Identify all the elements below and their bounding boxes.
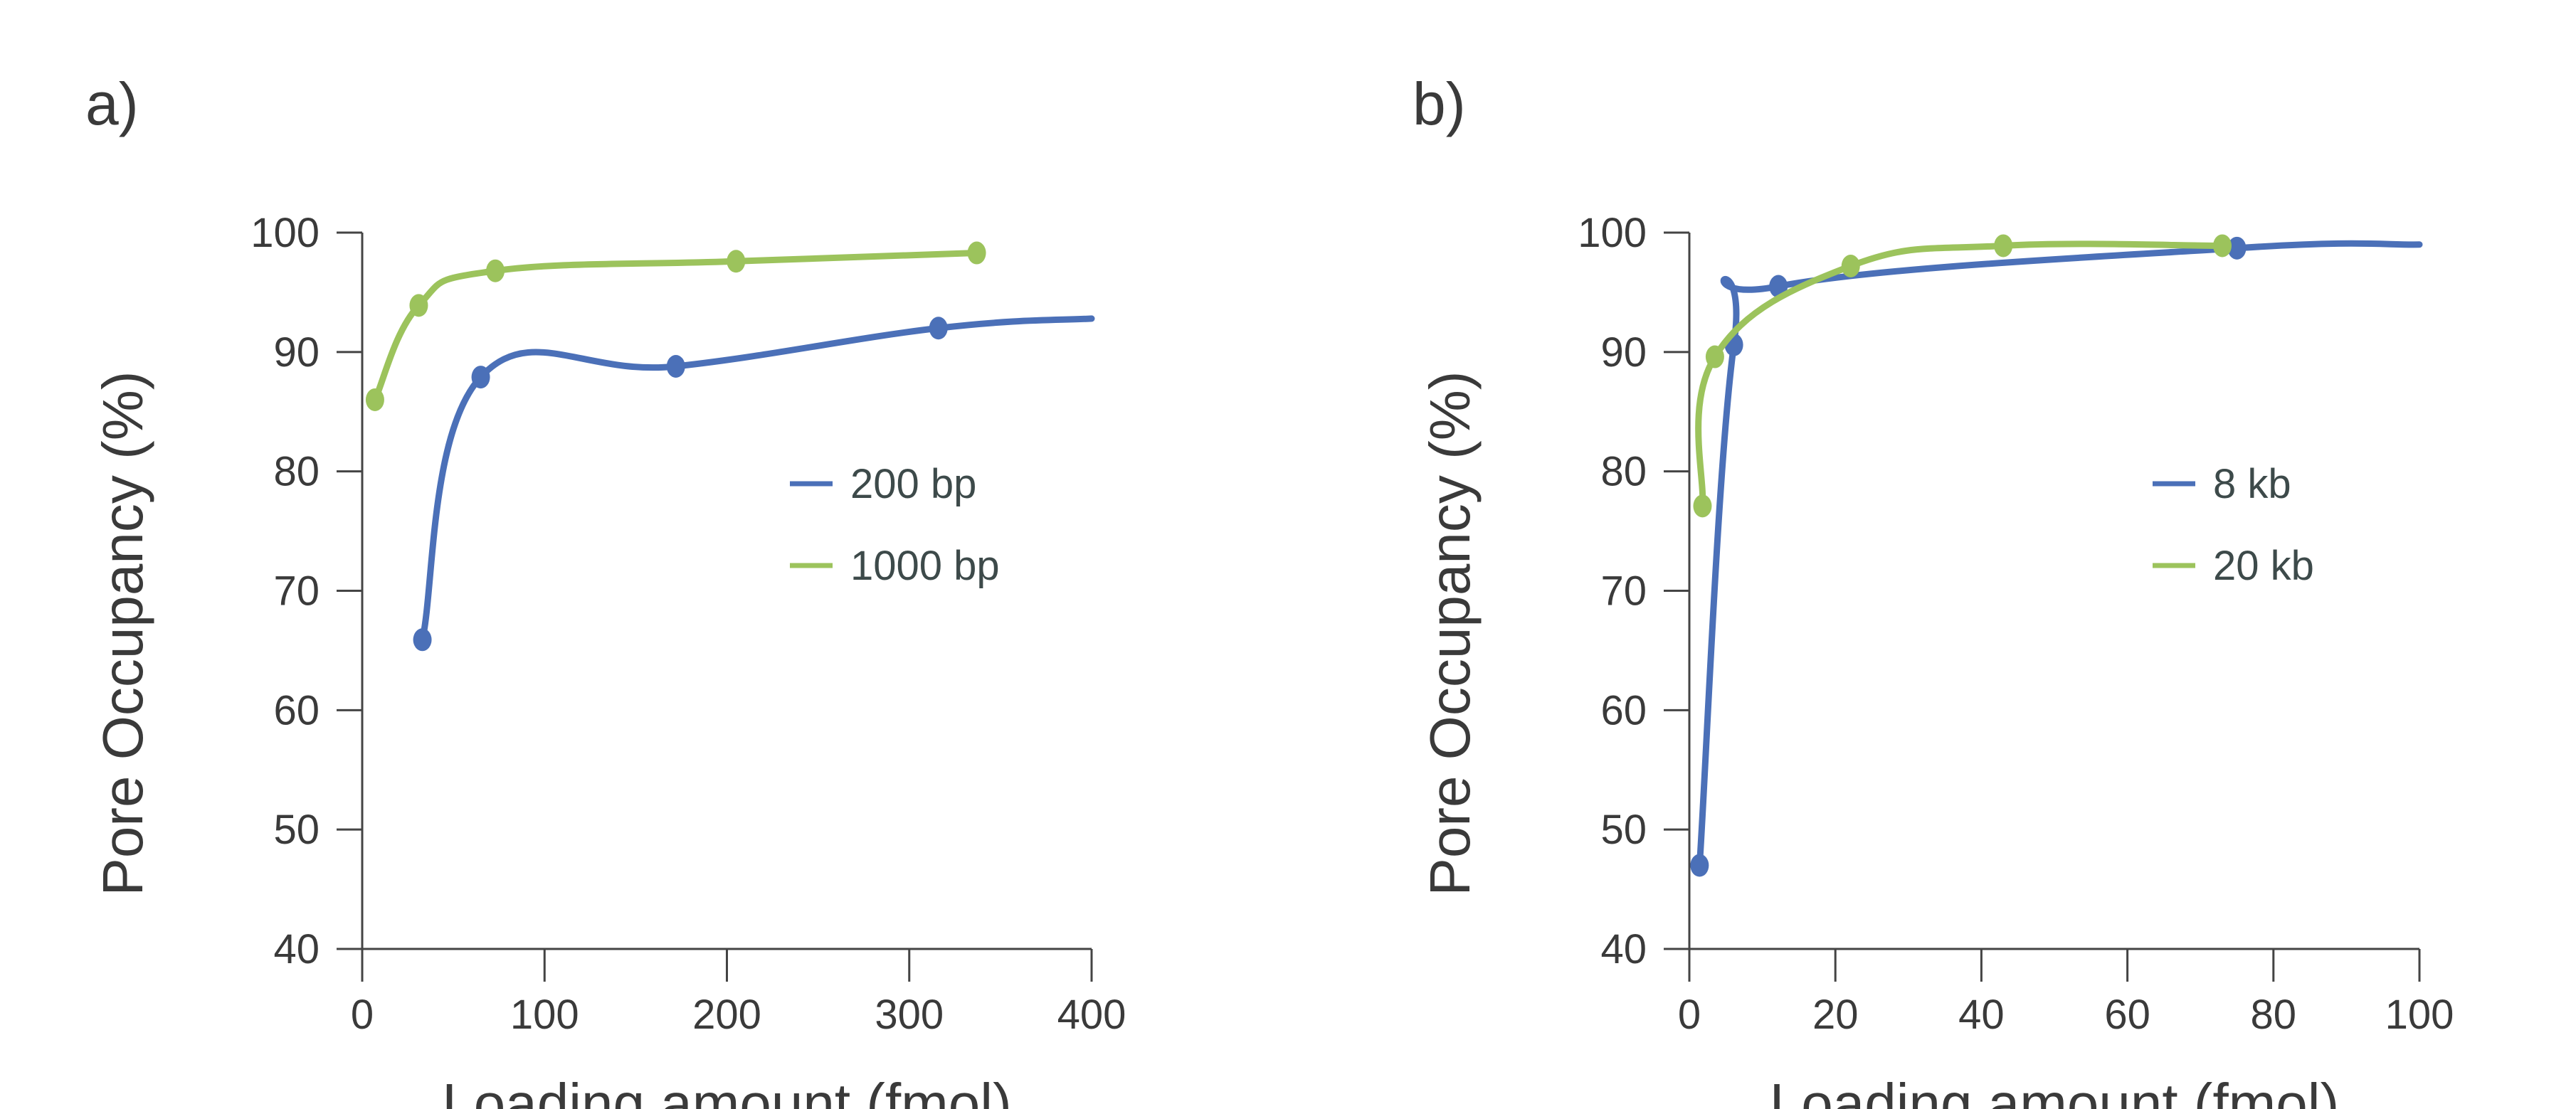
- y-axis-title: Pore Occupancy (%): [91, 371, 154, 896]
- y-tick-label: 70: [273, 568, 320, 615]
- data-point: [1693, 494, 1712, 518]
- x-tick-label: 80: [2251, 992, 2297, 1038]
- x-tick-label: 200: [692, 992, 761, 1038]
- chart-panel-b: b) 40 50 60 70 80 90 100 0 20 40 60 80 100 Loading amo…: [1413, 70, 2454, 1109]
- y-tick-label: 50: [273, 807, 320, 853]
- data-point: [666, 354, 685, 378]
- data-point: [471, 366, 490, 389]
- chart-panel-a: a) 40 50 60 70 80 90 100 0 100 200 300 400 Loading am…: [85, 70, 1126, 1109]
- data-point: [413, 628, 432, 652]
- series-200-bp: 200 bp: [413, 315, 1095, 652]
- x-tick-label: 60: [2104, 992, 2150, 1038]
- x-axis-title: Loading amount (fmol): [442, 1072, 1011, 1109]
- data-point: [929, 317, 948, 340]
- y-tick-label: 40: [1600, 926, 1647, 972]
- data-point: [967, 241, 986, 265]
- data-point: [727, 250, 746, 273]
- legend-label: 20 kb: [2213, 543, 2314, 589]
- y-tick-label: 90: [1600, 329, 1647, 376]
- y-tick-label: 80: [273, 449, 320, 495]
- series-line: [419, 315, 1095, 643]
- legend-label: 1000 bp: [850, 543, 1000, 589]
- y-tick-label: 100: [1578, 210, 1647, 256]
- y-tick-label: 70: [1600, 568, 1647, 615]
- data-point: [409, 294, 428, 317]
- y-tick-label: 80: [1600, 449, 1647, 495]
- x-axis-title: Loading amount (fmol): [1770, 1072, 2339, 1109]
- x-tick-label: 40: [1958, 992, 2005, 1038]
- y-tick-label: 40: [273, 926, 320, 972]
- x-tick-label: 100: [2385, 992, 2454, 1038]
- x-tick-label: 400: [1057, 992, 1126, 1038]
- legend-label: 8 kb: [2213, 461, 2291, 507]
- data-point: [1705, 345, 1724, 368]
- data-point: [486, 259, 505, 282]
- data-point: [365, 388, 384, 411]
- y-axis-title: Pore Occupancy (%): [1418, 371, 1482, 896]
- panel-label: a): [85, 70, 139, 137]
- x-tick-label: 20: [1812, 992, 1859, 1038]
- y-tick-label: 60: [273, 687, 320, 733]
- data-point: [1690, 854, 1709, 877]
- y-tick-label: 60: [1600, 687, 1647, 733]
- panel-label: b): [1413, 70, 1466, 137]
- series-8-kb: 8 kb: [1690, 236, 2423, 877]
- data-point: [1994, 234, 2013, 258]
- x-tick-label: 100: [510, 992, 579, 1038]
- series-line: [1696, 240, 2423, 869]
- series-line: [371, 250, 981, 403]
- data-point: [2227, 236, 2247, 260]
- legend-label: 200 bp: [850, 461, 976, 507]
- x-tick-label: 300: [875, 992, 944, 1038]
- y-tick-label: 100: [250, 210, 320, 256]
- x-tick-label: 0: [1678, 992, 1701, 1038]
- data-point: [2212, 234, 2232, 258]
- series-1000-bp: 1000 bp: [365, 241, 1000, 589]
- data-point: [1841, 254, 1860, 277]
- series-20-kb: 20 kb: [1693, 234, 2314, 589]
- y-tick-label: 50: [1600, 807, 1647, 853]
- x-tick-label: 0: [351, 992, 374, 1038]
- y-tick-label: 90: [273, 329, 320, 376]
